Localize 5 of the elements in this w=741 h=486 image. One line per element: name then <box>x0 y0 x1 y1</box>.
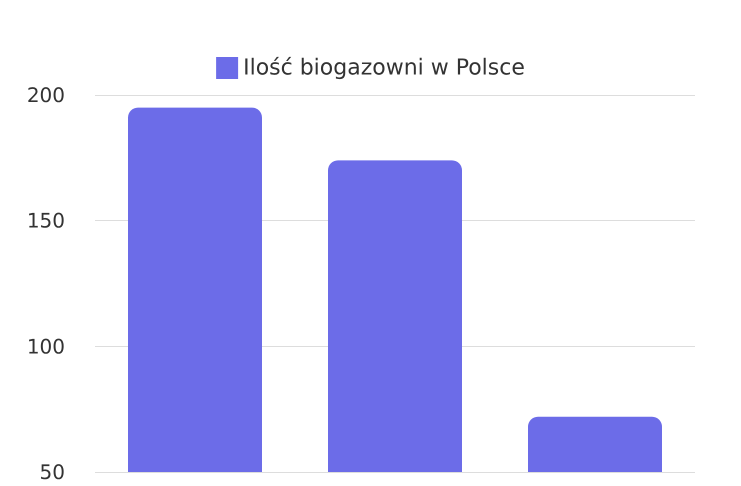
legend-label: Ilość biogazowni w Polsce <box>243 56 525 80</box>
y-tick-label: 150 <box>26 208 65 233</box>
y-tick-label: 50 <box>40 460 65 484</box>
y-tick-label: 100 <box>26 334 65 358</box>
y-tick-label: 200 <box>26 83 65 107</box>
